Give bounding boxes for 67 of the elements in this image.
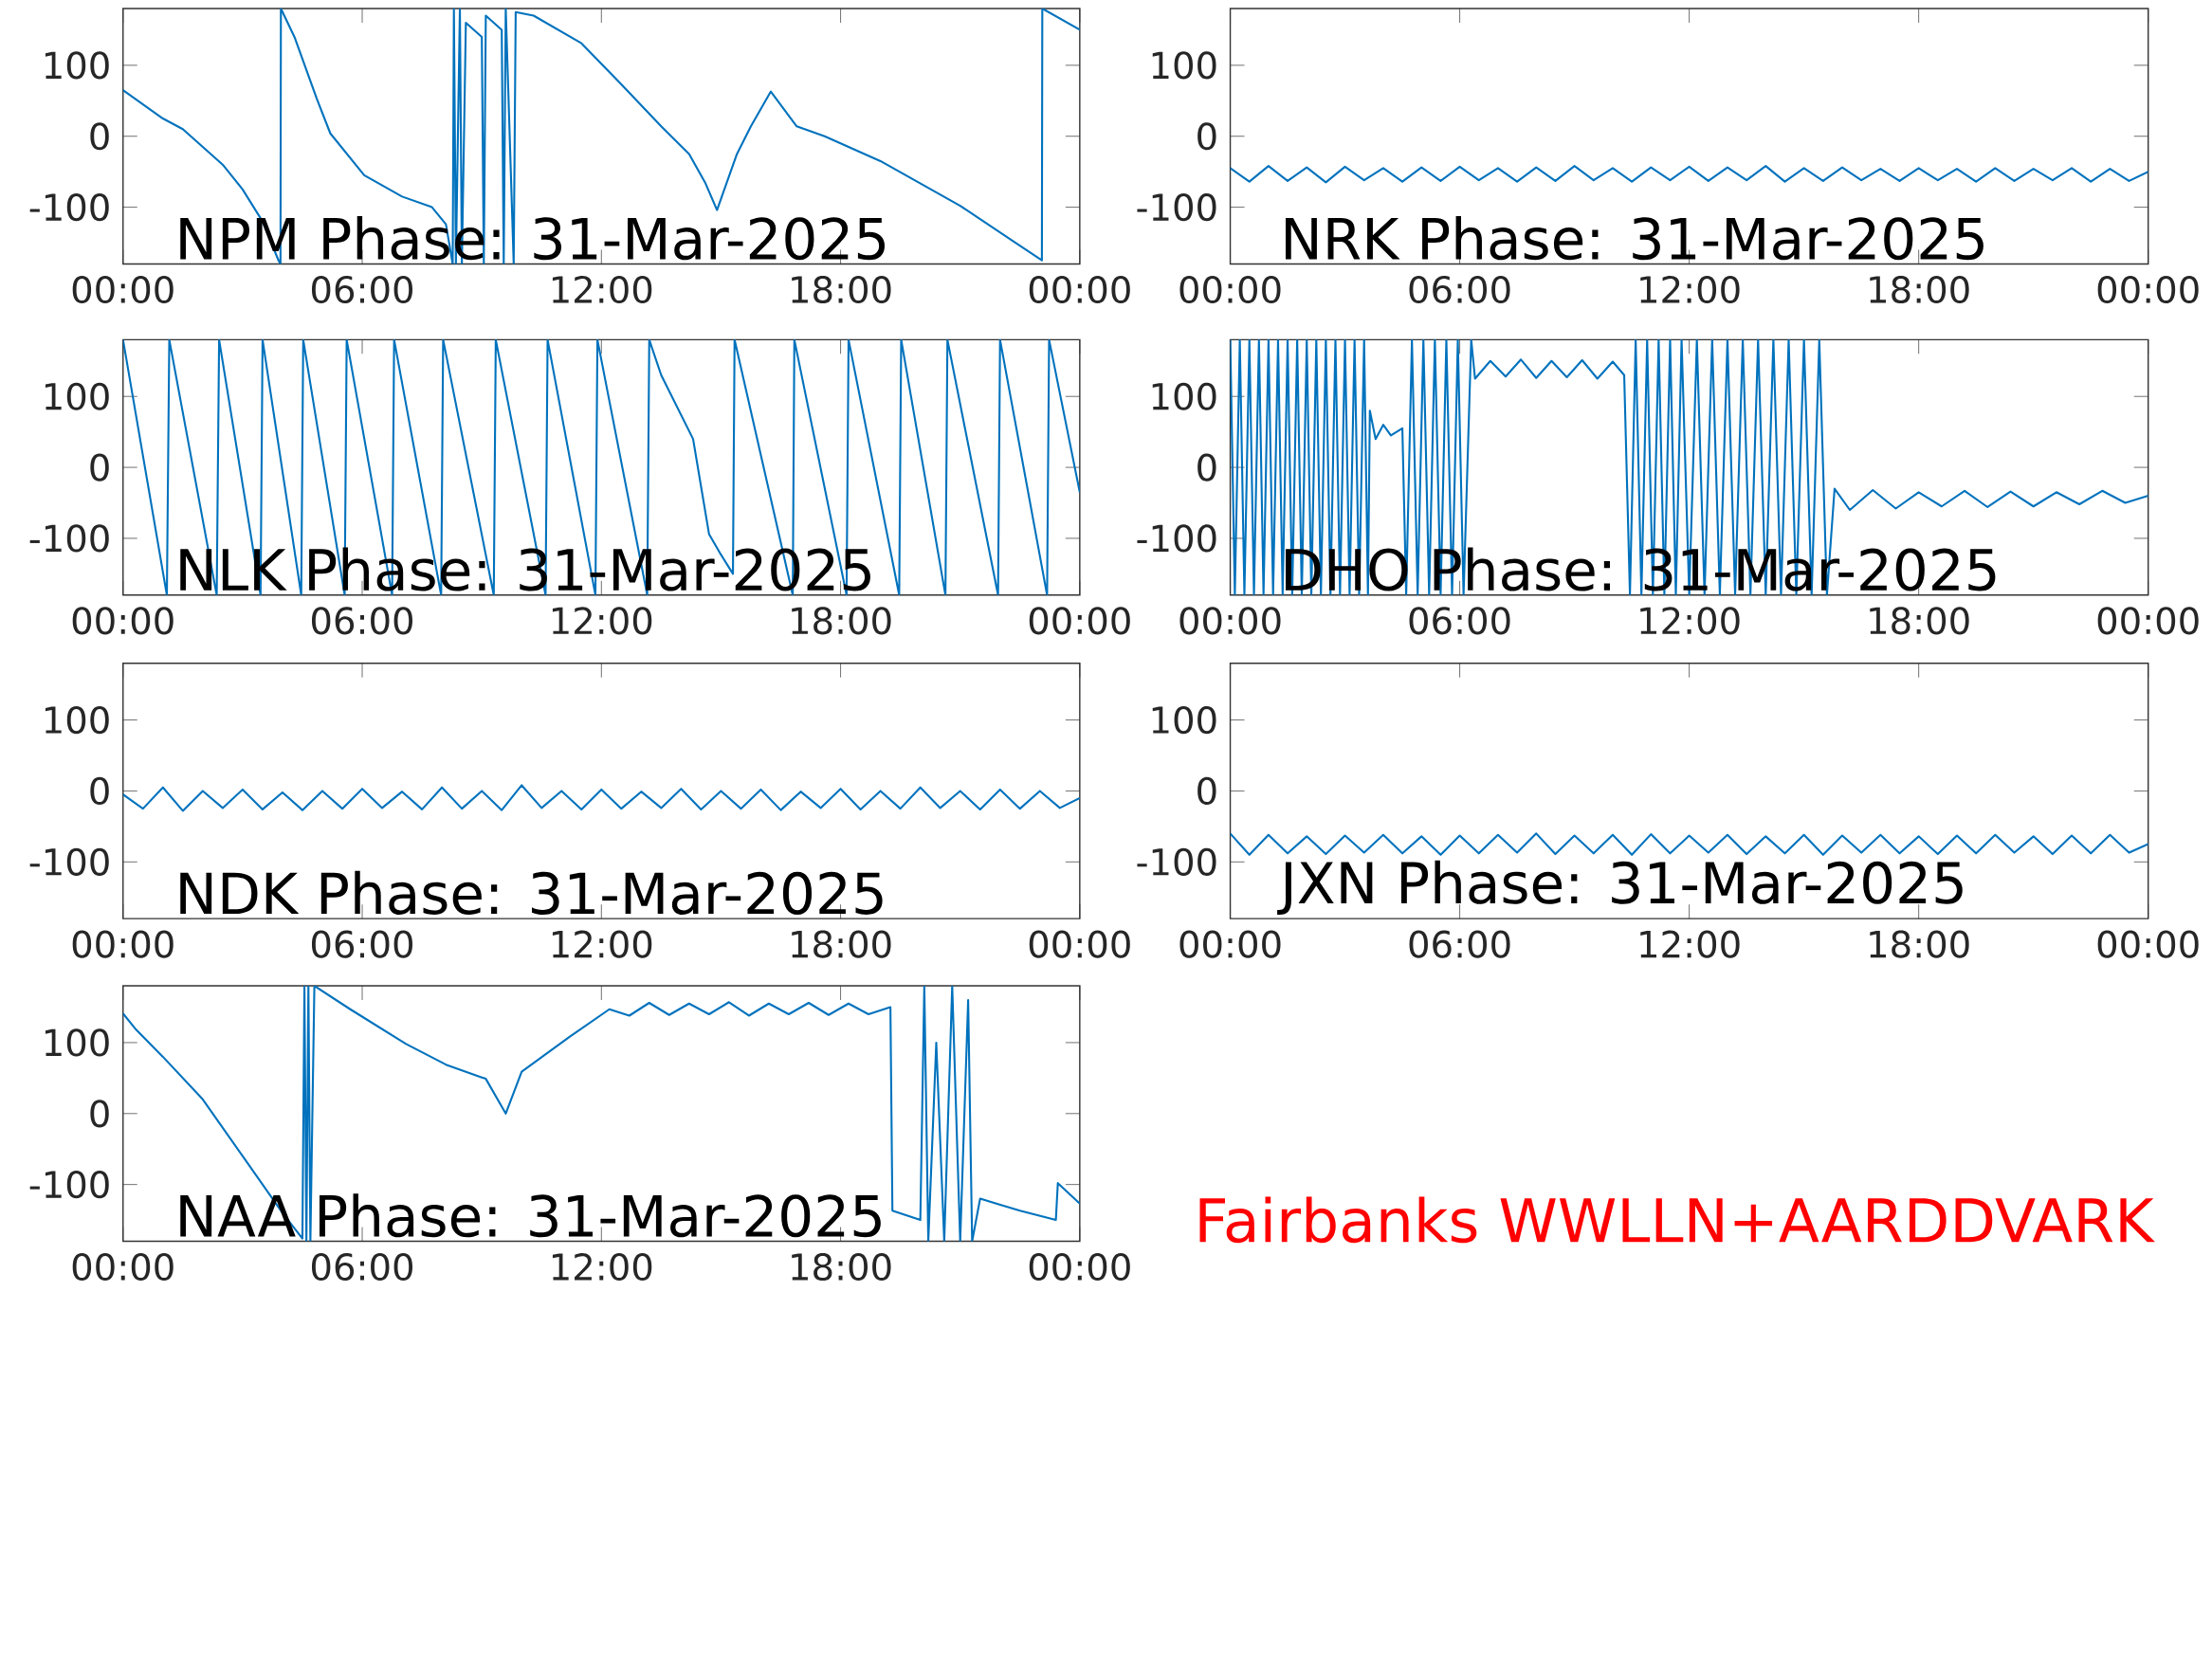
x-tick-label: 12:00 xyxy=(552,607,652,635)
line-series xyxy=(1230,339,2148,595)
line-series xyxy=(122,339,1080,595)
x-tick-label: 06:00 xyxy=(1409,930,1510,958)
x-tick-label: 00:00 xyxy=(1179,607,1281,635)
y-tick-label: 0 xyxy=(1197,777,1216,806)
x-tick-label: 00:00 xyxy=(1179,276,1281,304)
x-tick-label: 00:00 xyxy=(72,607,174,635)
x-tick-label: 12:00 xyxy=(552,1253,652,1282)
y-tick-label: -100 xyxy=(29,1171,109,1199)
x-tick-label: 18:00 xyxy=(792,1253,891,1282)
x-tick-label: 06:00 xyxy=(311,607,413,635)
text: Fairbanks WWLLN+AARDDVARK xyxy=(1199,1196,2155,1244)
line-series xyxy=(122,9,1080,264)
y-tick-label: -100 xyxy=(1137,193,1216,222)
y-tick-label: 100 xyxy=(45,1028,109,1057)
x-tick-label: 00:00 xyxy=(2097,930,2199,958)
x-tick-label: 12:00 xyxy=(552,930,652,958)
y-tick-label: -100 xyxy=(1137,847,1216,877)
x-tick-label: 06:00 xyxy=(311,1253,413,1282)
y-tick-label: 0 xyxy=(90,777,109,806)
x-tick-label: 18:00 xyxy=(792,607,891,635)
x-tick-label: 18:00 xyxy=(1870,607,1969,635)
x-tick-label: 12:00 xyxy=(1640,607,1740,635)
x-tick-label: 06:00 xyxy=(311,930,413,958)
y-tick-label: 0 xyxy=(1197,122,1216,151)
line-series xyxy=(1230,832,2148,857)
y-tick-label: 0 xyxy=(1197,453,1216,482)
y-tick-label: -100 xyxy=(29,193,109,222)
y-tick-label: 100 xyxy=(1152,706,1216,735)
y-tick-label: 100 xyxy=(45,706,109,735)
x-tick-label: 06:00 xyxy=(1409,276,1510,304)
x-tick-label: 00:00 xyxy=(72,930,174,958)
x-tick-label: 00:00 xyxy=(1029,1253,1130,1282)
x-tick-label: 00:00 xyxy=(1179,930,1281,958)
y-tick-label: 100 xyxy=(1152,51,1216,80)
y-tick-label: -100 xyxy=(29,524,109,553)
x-tick-label: 12:00 xyxy=(1640,276,1740,304)
y-tick-label: -100 xyxy=(29,847,109,877)
y-tick-label: 0 xyxy=(90,1100,109,1128)
x-tick-label: 00:00 xyxy=(1029,276,1130,304)
x-tick-label: 06:00 xyxy=(311,276,413,304)
line-series xyxy=(122,784,1080,812)
text: JXN Phase: 31-Mar-2025 xyxy=(1277,860,1963,916)
y-tick-label: 100 xyxy=(1152,382,1216,410)
text: NDK Phase: 31-Mar-2025 xyxy=(180,870,883,916)
x-tick-label: 18:00 xyxy=(792,930,891,958)
x-tick-label: 00:00 xyxy=(72,276,174,304)
x-tick-label: 18:00 xyxy=(792,276,891,304)
x-tick-label: 00:00 xyxy=(72,1253,174,1282)
x-tick-label: 00:00 xyxy=(1029,607,1130,635)
x-tick-label: 00:00 xyxy=(2097,276,2199,304)
y-tick-label: 100 xyxy=(45,382,109,410)
y-tick-label: -100 xyxy=(1137,524,1216,553)
x-tick-label: 06:00 xyxy=(1409,607,1510,635)
x-tick-label: 12:00 xyxy=(552,276,652,304)
y-tick-label: 100 xyxy=(45,51,109,80)
text: NRK Phase: 31-Mar-2025 xyxy=(1286,216,1983,261)
x-tick-label: 12:00 xyxy=(1640,930,1740,958)
x-tick-label: 18:00 xyxy=(1870,276,1969,304)
x-tick-label: 00:00 xyxy=(1029,930,1130,958)
x-tick-label: 00:00 xyxy=(2097,607,2199,635)
line-series xyxy=(122,986,1080,1242)
x-tick-label: 18:00 xyxy=(1870,930,1969,958)
y-tick-label: 0 xyxy=(90,122,109,151)
line-series xyxy=(1230,165,2148,184)
y-tick-label: 0 xyxy=(90,453,109,482)
